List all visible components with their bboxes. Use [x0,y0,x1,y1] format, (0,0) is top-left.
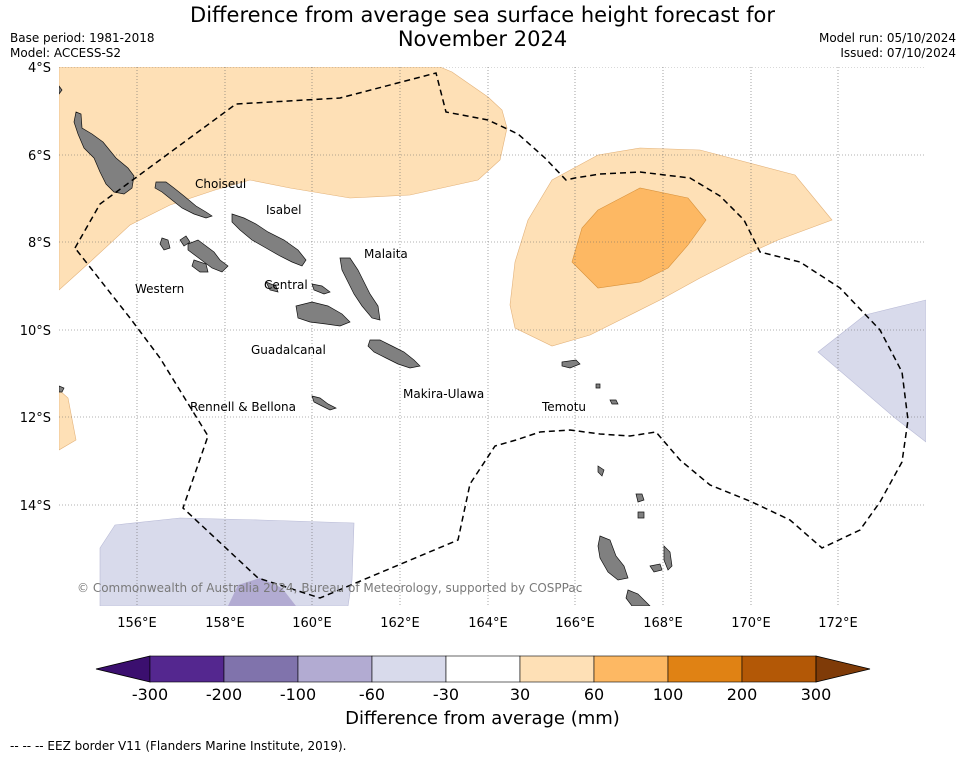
colorbar-segment [741,655,817,683]
island-new-georgia [187,239,229,273]
anomaly-neg-south [99,517,355,606]
anomaly-30-60-west-edge [59,389,77,451]
island-vella [159,237,171,251]
colorbar-tick-label: 60 [584,685,604,704]
colorbar-segment [297,655,373,683]
issued-text: Issued: 07/10/2024 [840,46,956,60]
colorbar-tick-label: 300 [801,685,832,704]
island-rendova [191,259,209,273]
label-guadalcanal: Guadalcanal [251,343,326,357]
lon-label: 168°E [643,616,683,631]
island-small-4 [597,465,605,477]
lat-label: 12°S [20,411,51,426]
island-bougainville [73,111,135,195]
lat-label: 8°S [28,236,51,251]
lon-label: 170°E [731,616,771,631]
island-small-3 [637,511,645,519]
island-small-5 [59,385,65,393]
lon-label: 162°E [380,616,420,631]
label-malaita: Malaita [364,247,408,261]
anomaly-30-60-north [59,67,508,291]
island-small-2 [609,399,619,405]
island-kolombangara [179,235,191,247]
colorbar-tick-label: 100 [653,685,684,704]
model-run-text: Model run: 05/10/2024 [818,31,956,45]
colorbar-tick-label: -100 [280,685,316,704]
islands [59,85,673,606]
lat-label: 6°S [28,149,51,164]
eez-border [74,72,909,599]
lat-tick-labels: 4°S 6°S 8°S 10°S 12°S 14°S [20,61,51,514]
colorbar-segment [371,655,447,683]
colorbar-tick-label: -60 [359,685,385,704]
colorbar-extend-min [95,655,151,683]
colorbar-segment [149,655,225,683]
island-isabel [231,213,307,267]
gridlines [59,67,926,606]
model-text: Model: ACCESS-S2 [10,46,122,60]
lon-label: 164°E [468,616,508,631]
label-temotu: Temotu [541,400,586,414]
colorbar-segment [223,655,299,683]
meta-left: Base period: 1981-2018 Model: ACCESS-S2 [10,31,155,61]
label-rennell: Rennell & Bellona [190,400,296,414]
label-central: Central [264,278,308,292]
colorbar-segments [95,655,871,683]
anomaly-neg-east [817,299,926,443]
island-malekula [625,589,651,606]
lon-label: 158°E [205,616,245,631]
colorbar-tick-label: -200 [206,685,242,704]
island-malaita [339,257,381,321]
island-rennell [311,395,337,411]
meta-right: Model run: 05/10/2024 Issued: 07/10/2024 [819,31,956,61]
colorbar-tick-label: -30 [433,685,459,704]
copyright-text: © Commonwealth of Australia 2024, Bureau… [77,581,582,595]
island-ambae [649,563,663,573]
island-choiseul [154,181,213,219]
island-russell [265,281,279,293]
chart-title: Difference from average sea surface heig… [0,3,965,51]
island-makira [367,339,421,369]
colorbar-segment [519,655,595,683]
chart-title-line1: Difference from average sea surface heig… [190,3,775,27]
lon-label: 156°E [117,616,157,631]
label-choiseul: Choiseul [195,177,246,191]
lon-tick-labels: 156°E 158°E 160°E 162°E 164°E 166°E 168°… [117,616,858,631]
colorbar-segment [667,655,743,683]
island-buka [59,85,63,95]
anomaly-neg-south-core [228,578,296,606]
label-makira: Makira-Ulawa [403,387,484,401]
island-santa-cruz [561,359,581,369]
eez-footnote: -- -- -- EEZ border V11 (Flanders Marine… [10,739,347,753]
lon-label: 160°E [292,616,332,631]
colorbar-tick-label: 200 [727,685,758,704]
island-small-1 [595,383,601,389]
island-pentecost [663,545,673,571]
colorbar-extend-max [815,655,871,683]
anomaly-60-100-core [571,187,707,289]
province-labels: Choiseul Isabel Malaita Western Central … [135,177,586,414]
lat-label: 14°S [20,499,51,514]
colorbar-segment [445,655,521,683]
island-banks [635,493,645,503]
base-period-text: Base period: 1981-2018 [10,31,155,45]
island-guadalcanal [295,301,351,327]
lon-label: 172°E [818,616,858,631]
label-isabel: Isabel [266,203,301,217]
lat-label: 4°S [28,61,51,76]
colorbar-tick-label: 30 [510,685,530,704]
colorbar-tick-label: -300 [132,685,168,704]
island-espiritu-santo [597,535,629,581]
lat-label: 10°S [20,324,51,339]
colorbar-segment [593,655,669,683]
label-western: Western [135,282,184,296]
colorbar-ticks: -300 -200 -100 -60 -30 30 60 100 200 300 [132,685,831,704]
island-florida [311,283,331,295]
colorbar-label: Difference from average (mm) [345,708,620,729]
chart-title-line2: November 2024 [397,27,568,51]
lon-label: 166°E [555,616,595,631]
map-plot-area: Choiseul Isabel Malaita Western Central … [59,67,926,606]
